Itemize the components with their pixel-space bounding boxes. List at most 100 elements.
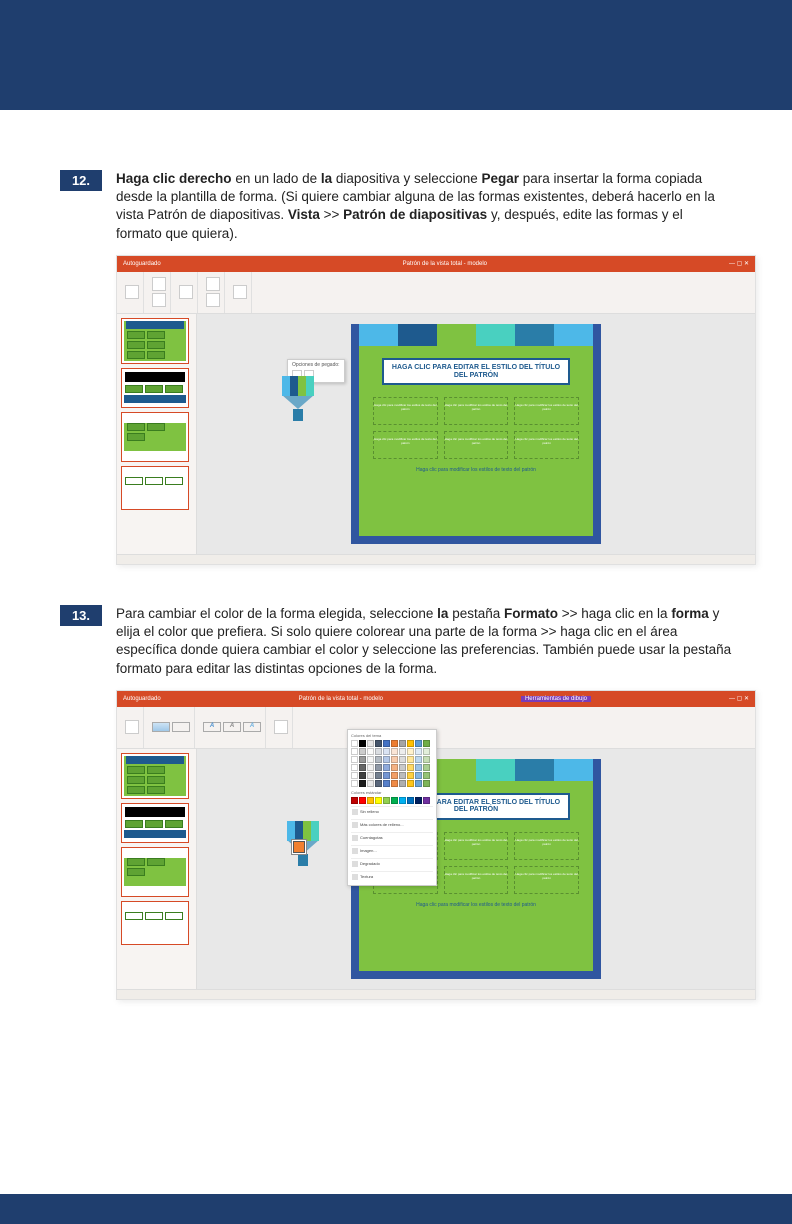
color-swatch[interactable] [351,772,358,779]
color-swatch[interactable] [399,797,406,804]
color-swatch[interactable] [423,748,430,755]
color-swatch[interactable] [399,756,406,763]
color-swatch[interactable] [375,740,382,747]
color-swatch[interactable] [375,764,382,771]
color-swatch[interactable] [407,756,414,763]
color-swatch[interactable] [423,780,430,787]
color-swatch[interactable] [415,756,422,763]
color-swatch[interactable] [351,748,358,755]
color-swatch[interactable] [399,740,406,747]
color-swatch[interactable] [391,772,398,779]
slide-cell: Haga clic para modificar los estilos de … [514,431,579,459]
color-swatch[interactable] [351,756,358,763]
color-swatch[interactable] [391,748,398,755]
screenshot-step-13: Autoguardado Patrón de la vista total - … [116,690,756,1000]
color-swatch[interactable] [383,740,390,747]
titlebar-left: Autoguardado [123,696,161,702]
color-swatch[interactable] [375,797,382,804]
color-picker-dropdown[interactable]: Colores del tema Colores estándar Sin re… [347,729,437,886]
shape-style-sample[interactable] [152,722,170,732]
color-swatch[interactable] [407,764,414,771]
color-swatch[interactable] [375,772,382,779]
color-swatch[interactable] [383,756,390,763]
color-swatch[interactable] [423,756,430,763]
color-swatch[interactable] [423,740,430,747]
color-swatch[interactable] [375,756,382,763]
color-swatch[interactable] [359,780,366,787]
opt-label: Cuentagotas [360,835,383,840]
color-swatch[interactable] [359,740,366,747]
picker-option-gradient[interactable]: Degradado [351,858,433,869]
color-swatch[interactable] [423,764,430,771]
color-swatch[interactable] [359,772,366,779]
thumbnail[interactable] [121,753,189,799]
thumbnail[interactable] [121,466,189,510]
thumbnail[interactable] [121,412,189,462]
picker-option-eyedropper[interactable]: Cuentagotas [351,832,433,843]
color-swatch[interactable] [391,764,398,771]
color-swatch[interactable] [367,797,374,804]
thumbnail[interactable] [121,803,189,843]
color-swatch[interactable] [399,780,406,787]
picker-option-texture[interactable]: Textura [351,871,433,882]
color-swatch[interactable] [367,740,374,747]
color-swatch[interactable] [407,748,414,755]
color-swatch[interactable] [359,797,366,804]
wordart-sample[interactable]: A [243,722,261,732]
color-swatch[interactable] [423,797,430,804]
picker-option-picture[interactable]: Imagen... [351,845,433,856]
color-swatch[interactable] [383,797,390,804]
color-swatch[interactable] [383,764,390,771]
txt: >> haga clic en la [558,606,671,621]
color-swatch[interactable] [359,764,366,771]
color-swatch[interactable] [351,764,358,771]
thumbnail[interactable] [121,901,189,945]
color-swatch[interactable] [415,740,422,747]
color-swatch[interactable] [399,748,406,755]
color-swatch[interactable] [351,780,358,787]
color-swatch[interactable] [399,772,406,779]
color-swatch[interactable] [415,797,422,804]
canvas-area[interactable]: HAGA CLIC PARA EDITAR EL ESTILO DEL TÍTU… [197,749,755,989]
picker-option-no-fill[interactable]: Sin relleno [351,806,433,817]
color-swatch[interactable] [391,756,398,763]
shape-style-sample[interactable] [172,722,190,732]
wordart-sample[interactable]: A [203,722,221,732]
color-swatch[interactable] [391,740,398,747]
color-swatch[interactable] [375,748,382,755]
color-swatch[interactable] [407,797,414,804]
color-swatch[interactable] [383,748,390,755]
color-swatch[interactable] [375,780,382,787]
color-swatch[interactable] [383,772,390,779]
thumbnail[interactable] [121,318,189,364]
color-swatch[interactable] [391,797,398,804]
color-swatch[interactable] [383,780,390,787]
selected-shape-part[interactable] [293,841,305,853]
color-swatch[interactable] [423,772,430,779]
color-swatch[interactable] [415,772,422,779]
color-swatch[interactable] [415,764,422,771]
color-swatch[interactable] [359,748,366,755]
color-swatch[interactable] [407,780,414,787]
color-swatch[interactable] [359,756,366,763]
funnel-shape[interactable] [282,376,314,421]
color-swatch[interactable] [367,780,374,787]
canvas-area[interactable]: Opciones de pegado: [197,314,755,554]
color-swatch[interactable] [367,772,374,779]
color-swatch[interactable] [407,740,414,747]
color-swatch[interactable] [367,764,374,771]
thumbnail[interactable] [121,368,189,408]
thumbnail[interactable] [121,847,189,897]
color-swatch[interactable] [351,740,358,747]
color-swatch[interactable] [351,797,358,804]
color-swatch[interactable] [399,764,406,771]
color-swatch[interactable] [407,772,414,779]
color-swatch[interactable] [415,780,422,787]
color-swatch[interactable] [415,748,422,755]
color-swatch[interactable] [367,748,374,755]
wordart-sample[interactable]: A [223,722,241,732]
color-swatch[interactable] [391,780,398,787]
main-slide[interactable]: HAGA CLIC PARA EDITAR EL ESTILO DEL TÍTU… [351,324,601,544]
color-swatch[interactable] [367,756,374,763]
picker-option-more-colors[interactable]: Más colores de relleno... [351,819,433,830]
